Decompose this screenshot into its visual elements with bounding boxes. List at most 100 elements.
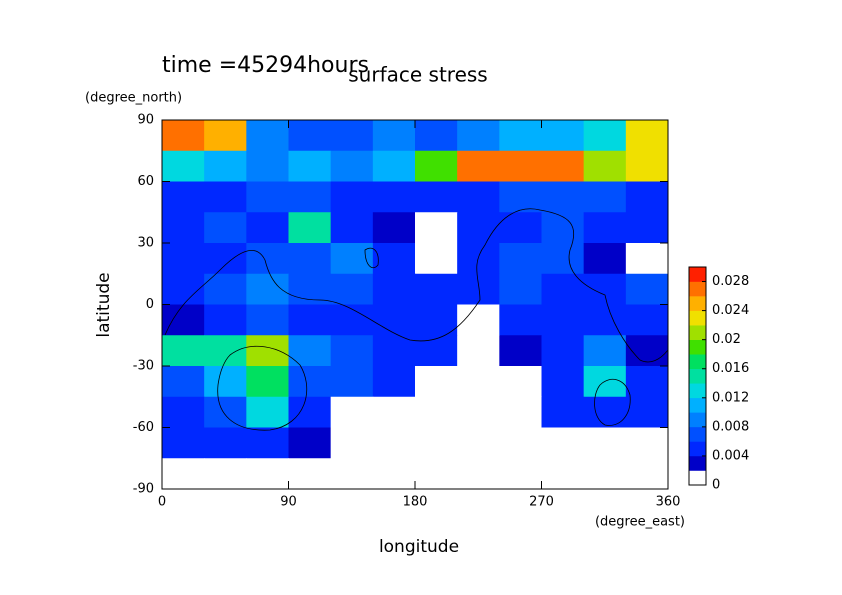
field-cell xyxy=(246,150,289,182)
field-cell xyxy=(583,335,627,367)
field-cell xyxy=(372,120,416,152)
field-cell xyxy=(246,212,289,244)
field-cell xyxy=(162,243,205,275)
field-cell xyxy=(162,396,205,428)
field-cell xyxy=(625,212,669,244)
field-cell xyxy=(288,366,332,398)
x-tick-label: 180 xyxy=(403,495,428,510)
coastlines xyxy=(164,208,669,431)
field-cell xyxy=(330,427,374,459)
field-cell xyxy=(372,150,416,182)
colorbar-swatch xyxy=(689,354,706,370)
subtitle: time =45294hours xyxy=(162,53,369,78)
field-cell xyxy=(499,212,542,244)
field-cell xyxy=(372,427,416,459)
field-cell xyxy=(583,150,627,182)
field-cell xyxy=(162,427,205,459)
field-cell xyxy=(204,150,247,182)
field-cell xyxy=(162,150,205,182)
field-cell xyxy=(625,427,669,459)
field-cell xyxy=(541,120,585,152)
x-axis-label: longitude xyxy=(379,537,459,557)
field-cell xyxy=(415,120,458,152)
field-cell xyxy=(499,273,542,305)
field-cell xyxy=(204,212,247,244)
y-tick-label: 60 xyxy=(137,174,154,189)
colorbar-tick-label: 0.028 xyxy=(712,274,749,289)
field-cell xyxy=(625,181,669,213)
field-cell xyxy=(372,181,416,213)
field-cell xyxy=(541,366,585,398)
chart-title: surface stress xyxy=(348,63,487,87)
colorbar-frame xyxy=(688,266,707,486)
field-cell xyxy=(415,396,458,428)
field-cell xyxy=(288,212,332,244)
field-cell xyxy=(330,458,374,490)
colorbar-tick-label: 0.008 xyxy=(712,419,749,434)
field-cell xyxy=(541,150,585,182)
field-cell xyxy=(288,120,332,152)
x-tick-label: 360 xyxy=(656,495,681,510)
colorbar-swatch xyxy=(689,470,706,486)
y-unit: (degree_north) xyxy=(85,91,182,106)
field-cell xyxy=(625,396,669,428)
field-cell xyxy=(583,427,627,459)
field-cell xyxy=(288,427,332,459)
field-cell xyxy=(246,120,289,152)
field-cell xyxy=(415,273,458,305)
colorbar-swatch xyxy=(689,339,706,355)
field-cell xyxy=(330,120,374,152)
coastline xyxy=(217,345,308,431)
field-cell xyxy=(541,458,585,490)
y-tick-label: 90 xyxy=(137,113,154,128)
field-cell xyxy=(204,366,247,398)
colorbar-swatch xyxy=(689,455,706,471)
field-cell xyxy=(583,396,627,428)
colorbar-tick-label: 0.02 xyxy=(712,332,741,347)
field-cell xyxy=(372,366,416,398)
colorbar-tick-label: 0 xyxy=(712,478,720,493)
field-cell xyxy=(541,304,585,336)
field-cell xyxy=(204,243,247,275)
field-cell xyxy=(162,120,205,152)
field-cell xyxy=(457,335,500,367)
y-tick-label: 30 xyxy=(137,236,154,251)
field-cell xyxy=(625,150,669,182)
field-cell xyxy=(457,150,500,182)
x-tick-label: 270 xyxy=(529,495,554,510)
field-cell xyxy=(457,212,500,244)
field-cell xyxy=(162,335,205,367)
field-cell xyxy=(204,396,247,428)
field-cell xyxy=(372,335,416,367)
field-cell xyxy=(583,273,627,305)
colorbar-swatch xyxy=(689,296,706,311)
colorbar-swatch xyxy=(689,325,706,340)
field-cell xyxy=(499,427,542,459)
field-cell xyxy=(162,273,205,305)
field-cell xyxy=(457,396,500,428)
field-cell xyxy=(415,304,458,336)
field-cell xyxy=(246,181,289,213)
field-cell xyxy=(625,304,669,336)
field-cell xyxy=(541,181,585,213)
field-cell xyxy=(625,120,669,152)
axes: 0 90 180 270 360 -90 -60 -30 0 30 60 90 xyxy=(133,113,681,510)
field-cell xyxy=(499,150,542,182)
field-cell xyxy=(541,212,585,244)
field-cell xyxy=(583,120,627,152)
field-cell xyxy=(499,181,542,213)
field-cell xyxy=(415,212,458,244)
field-cell xyxy=(246,366,289,398)
field-cell xyxy=(583,181,627,213)
field-cell xyxy=(246,335,289,367)
field-cell xyxy=(372,273,416,305)
field-cell xyxy=(415,150,458,182)
field-cell xyxy=(499,396,542,428)
y-axis-label: latitude xyxy=(94,272,114,337)
field-cell xyxy=(162,212,205,244)
field-cell xyxy=(541,335,585,367)
field-cell xyxy=(372,243,416,275)
field-cell xyxy=(583,243,627,275)
field-cell xyxy=(457,120,500,152)
colorbar-tick-label: 0.004 xyxy=(712,448,749,463)
